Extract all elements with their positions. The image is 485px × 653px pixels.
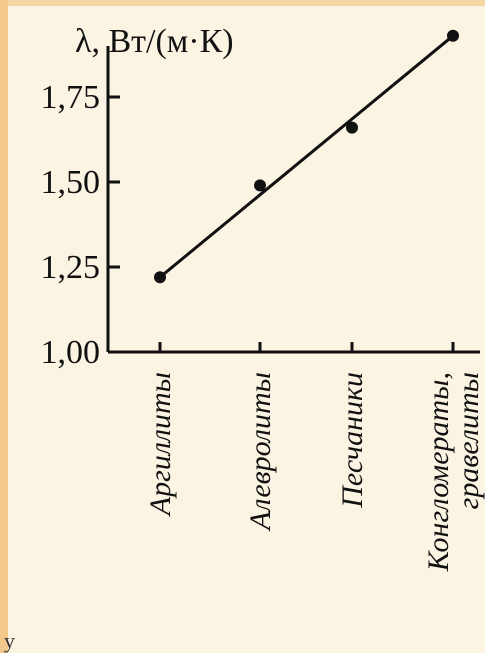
data-point [154,271,166,284]
axes-group [106,46,480,354]
y-tick-label: 1,25 [41,249,101,286]
category-label-line: Песчаники [336,372,369,509]
category-label: Конгломераты,гравелиты [422,372,485,572]
data-point [254,179,266,192]
top-decoration-strip [0,0,485,6]
category-label-line: Алевролиты [244,372,277,532]
trend-line [159,34,454,279]
category-label-line: Аргиллиты [144,372,177,517]
y-axis-label: λ, Вт/(м·К) [75,23,234,60]
category-label: Алевролиты [244,372,277,532]
side-decoration-strip [0,0,8,653]
corner-fragment-text: у [4,628,15,653]
category-labels-group: Аргиллиты Алевролиты Песчаники Конгломераты… [144,372,485,572]
data-points-group [154,29,459,284]
category-label-line: гравелиты [452,372,485,509]
trendline-group [159,34,454,279]
data-point [447,29,459,42]
y-tick-label: 1,50 [41,164,101,201]
y-tick-label: 1,75 [41,79,101,116]
category-label: Аргиллиты [144,372,177,517]
category-label-line: Конгломераты, [422,372,455,572]
x-ticks-group [158,342,455,352]
data-point [346,121,358,134]
category-label: Песчаники [336,372,369,509]
y-ticks-group: 1,00 1,25 1,50 1,75 [41,79,120,371]
y-tick-label: 1,00 [41,334,101,371]
